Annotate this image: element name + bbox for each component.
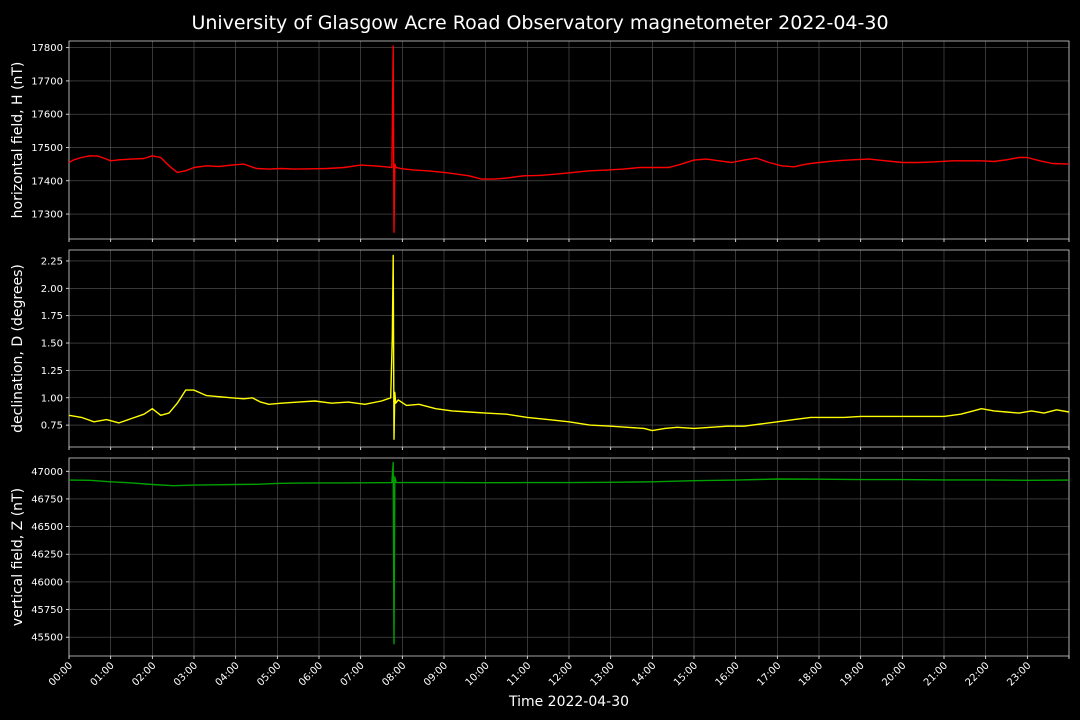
y-tick-label: 1.75 bbox=[41, 311, 63, 322]
y-tick-label: 17800 bbox=[31, 43, 63, 54]
y-tick-label: 1.00 bbox=[41, 393, 63, 404]
x-tick-label: 16:00 bbox=[714, 660, 742, 688]
x-tick-label: 20:00 bbox=[880, 660, 908, 688]
x-tick-label: 23:00 bbox=[1005, 660, 1033, 688]
x-tick-label: 10:00 bbox=[464, 660, 492, 688]
y-tick-label: 46750 bbox=[31, 494, 63, 505]
x-tick-label: 07:00 bbox=[339, 660, 367, 688]
x-tick-label: 09:00 bbox=[422, 660, 450, 688]
y-tick-label: 17700 bbox=[31, 76, 63, 87]
y-tick-label: 17600 bbox=[31, 110, 63, 121]
y-axis-label: horizontal field, H (nT) bbox=[10, 62, 26, 219]
y-tick-label: 0.75 bbox=[41, 421, 63, 432]
y-tick-label: 1.50 bbox=[41, 339, 63, 350]
y-tick-label: 45500 bbox=[31, 633, 63, 644]
x-tick-label: 18:00 bbox=[797, 660, 825, 688]
x-tick-label: 19:00 bbox=[839, 660, 867, 688]
y-tick-label: 17300 bbox=[31, 210, 63, 221]
panel-1: 0.75 1.00 1.25 1.50 1.75 2.00 2.25 declination,… bbox=[10, 249, 1070, 450]
panel-frame bbox=[68, 249, 1070, 448]
x-axis-label: Time 2022-04-30 bbox=[508, 694, 629, 710]
y-tick-label: 46250 bbox=[31, 550, 63, 561]
x-tick-label: 12:00 bbox=[547, 660, 575, 688]
x-tick-label: 17:00 bbox=[755, 660, 783, 688]
y-tick-label: 2.25 bbox=[41, 256, 63, 267]
x-tick-label: 14:00 bbox=[630, 660, 658, 688]
y-tick-label: 17400 bbox=[31, 176, 63, 187]
y-tick-label: 46000 bbox=[31, 577, 63, 588]
x-tick-label: 08:00 bbox=[380, 660, 408, 688]
x-tick-label: 00:00 bbox=[47, 660, 75, 688]
y-tick-label: 47000 bbox=[31, 467, 63, 478]
y-axis-label: vertical field, Z (nT) bbox=[10, 488, 26, 626]
x-tick-label: 22:00 bbox=[964, 660, 992, 688]
x-tick-label: 15:00 bbox=[672, 660, 700, 688]
x-tick-label: 21:00 bbox=[922, 660, 950, 688]
x-tick-label: 06:00 bbox=[297, 660, 325, 688]
series-line-2 bbox=[68, 461, 1070, 645]
panel-2: 45500 45750 46000 46250 46500 46750 47000 verti… bbox=[10, 457, 1070, 659]
x-tick-label: 01:00 bbox=[89, 660, 117, 688]
x-tick-label: 05:00 bbox=[255, 660, 283, 688]
y-tick-label: 17500 bbox=[31, 143, 63, 154]
y-tick-label: 45750 bbox=[31, 605, 63, 616]
y-tick-label: 2.00 bbox=[41, 284, 63, 295]
series-line-1 bbox=[68, 254, 1070, 440]
x-tick-label: 04:00 bbox=[214, 660, 242, 688]
x-tick-label: 11:00 bbox=[505, 660, 533, 688]
series-line-0 bbox=[68, 45, 1070, 234]
panel-frame bbox=[68, 40, 1070, 240]
x-tick-label: 03:00 bbox=[172, 660, 200, 688]
x-tick-label: 02:00 bbox=[130, 660, 158, 688]
x-tick-label: 13:00 bbox=[589, 660, 617, 688]
y-tick-label: 46500 bbox=[31, 522, 63, 533]
y-tick-label: 1.25 bbox=[41, 366, 63, 377]
panel-0: 17300 17400 17500 17600 17700 17800 horizontal… bbox=[10, 40, 1070, 242]
chart-title: University of Glasgow Acre Road Observat… bbox=[191, 12, 888, 34]
panel-frame bbox=[68, 457, 1070, 657]
y-axis-label: declination, D (degrees) bbox=[10, 264, 26, 433]
